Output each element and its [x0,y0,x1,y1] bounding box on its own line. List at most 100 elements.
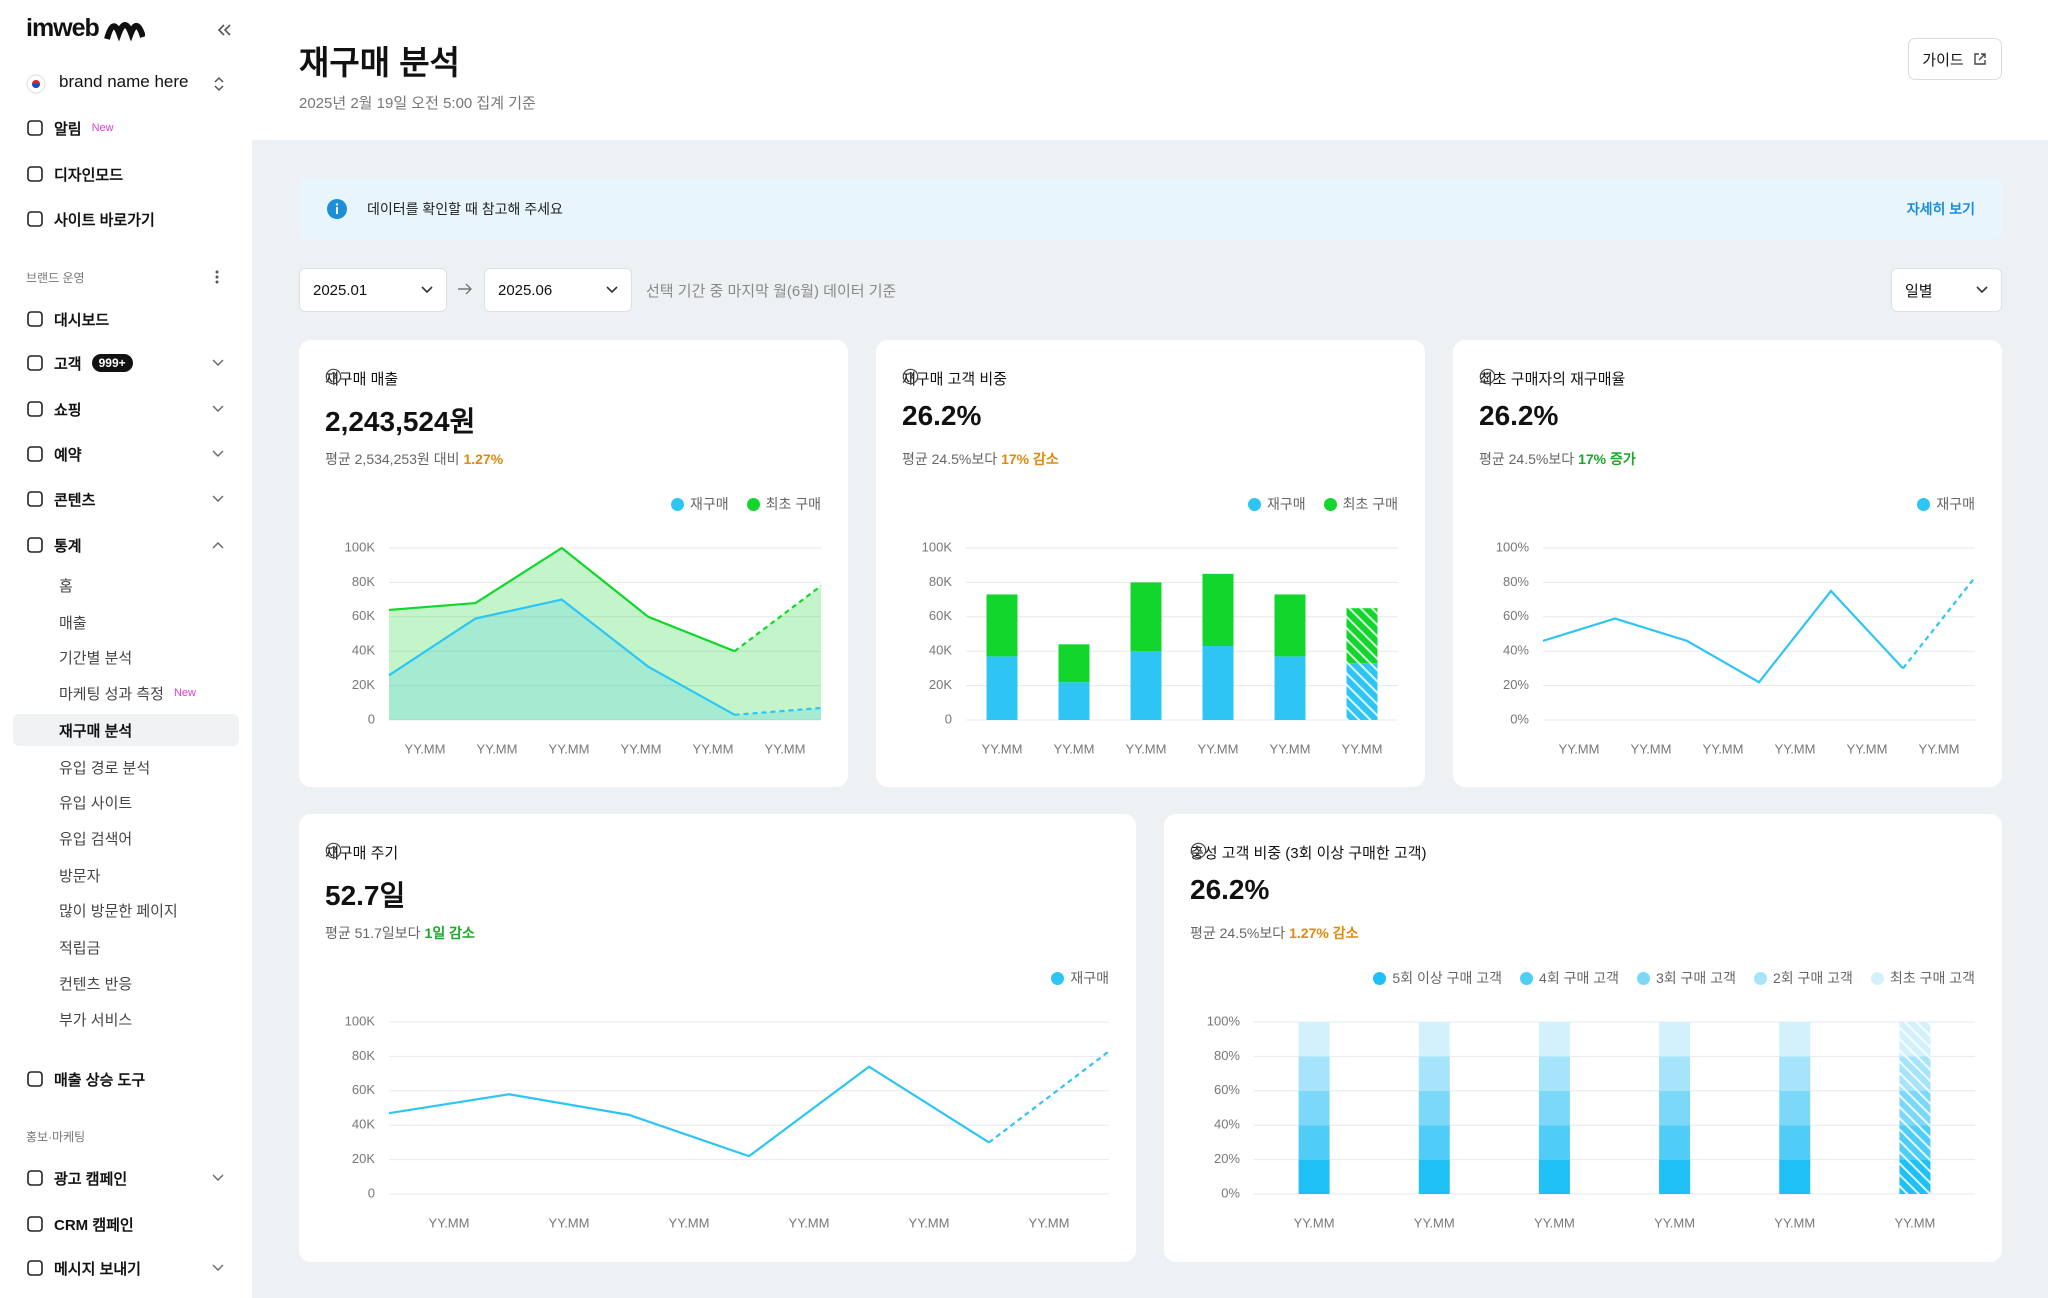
y-tick-label: 80K [929,574,952,589]
nav-item[interactable]: 쇼핑 [26,392,224,426]
icon-shape [27,491,43,507]
help-dot [1197,853,1200,855]
nav-item[interactable]: 매출 상승 도구 [26,1062,145,1096]
line [1542,589,1904,684]
metric-card: 충성 고객 비중 (3회 이상 구매한 고객) 26.2% 평균 24.5%보다 1.… [1164,814,2002,1262]
partial-hatch [1899,1022,1931,1057]
nav-label: 알림 [54,120,82,138]
nav-item[interactable]: 메시지 보내기 [26,1251,224,1285]
nav-item[interactable]: 유입 경로 분석 [59,750,150,784]
badge-new: New [91,122,114,134]
partial-hatch [1899,1090,1931,1126]
icon-shape [27,1170,43,1186]
x-tick-label: YY.MM [1847,741,1888,756]
chart: 0% 20% 40% 60% 80% 100% YY.MM YY.MM YY.MM YY.MM YY… [1496,539,1976,756]
nav-item[interactable]: 유입 사이트 [59,785,132,819]
nav-item[interactable]: 광고 캠페인 [26,1161,224,1195]
nav-item[interactable]: 적립금 [59,930,100,964]
page-subtitle: 2025년 2월 19일 오전 5:00 집계 기준 [299,95,536,112]
nav-item[interactable]: 매출 [59,605,87,639]
bar-segment [1418,1125,1450,1160]
card-compare: 평균 24.5%보다 17% 증가 [1479,449,1636,469]
chevron [212,450,224,457]
help-icon [325,368,342,385]
nav-item[interactable]: 재구매 분석 [59,713,132,747]
x-tick-label: YY.MM [1294,1215,1335,1230]
nav-item[interactable]: 마케팅 성과 측정 New [59,676,196,710]
notice-link[interactable]: 자세히 보기 [1906,201,1975,217]
help-dot [332,853,335,855]
period-dropdown[interactable]: 일별 [1891,268,2002,312]
collapse-icon[interactable] [216,22,232,38]
nav-item[interactable]: 컨텐츠 반응 [59,966,132,1000]
x-tick-label: YY.MM [1919,741,1960,756]
line [388,1065,990,1158]
compare-highlight: 1.27% 감소 [1289,925,1359,941]
nav-item[interactable]: 부가 서비스 [59,1002,132,1036]
compare-text: 평균 51.7일보다 [325,925,421,941]
y-tick-label: 60K [352,608,375,623]
help-icon [1190,842,1207,859]
help-icon [1479,368,1496,385]
help-circle [325,842,342,859]
nav-item[interactable]: 방문자 [59,858,100,892]
x-tick-label: YY.MM [1270,741,1311,756]
legend: 재구매 최초 구매 [1247,494,1398,514]
legend-label: 재구매 [1070,970,1109,986]
x-tick-label: YY.MM [549,741,590,756]
nav-item[interactable]: 사이트 바로가기 [26,202,155,236]
nav-label: 재구매 분석 [59,722,133,740]
nav-label: CRM 캠페인 [54,1216,134,1234]
chevron-path [212,1174,224,1181]
nav-label: 유입 검색어 [59,830,133,848]
y-tick-label: 0 [368,1185,375,1200]
legend-label: 5회 이상 구매 고객 [1392,970,1503,986]
legend: 재구매 [1917,494,1975,514]
nav-item[interactable]: 디자인모드 [26,157,123,191]
bar-segment [1298,1090,1330,1126]
nav-item[interactable]: 유입 검색어 [59,821,132,855]
bar-segment [1058,682,1090,720]
brand-toggle[interactable] [212,75,226,93]
legend-label: 재구매 [1936,496,1975,512]
chevron-path [212,450,224,457]
legend-item: 최초 구매 고객 [1870,968,1975,988]
start-dropdown[interactable]: 2025.01 [299,268,447,312]
bar-segment [1659,1022,1691,1057]
x-tick-label: YY.MM [1342,741,1383,756]
nav-item[interactable]: 고객 999+ [26,346,224,380]
nav-item[interactable]: 통계 [26,528,224,562]
nav-item[interactable]: 대시보드 [26,302,109,336]
logo[interactable]: imweb [26,14,100,42]
bar-segment [1202,573,1234,647]
y-tick-label: 20% [1214,1151,1240,1166]
help-mark [907,372,914,378]
flag-icon [26,74,46,94]
nav-label: 고객 [54,355,82,373]
chevron [212,1174,224,1181]
bar-segment [986,656,1018,720]
help-mark [1484,372,1491,378]
nav-item[interactable]: 기간별 분석 [59,640,132,674]
page-title: 재구매 분석 [299,44,460,81]
bar-segment [1538,1125,1570,1160]
nav-item[interactable]: 많이 방문한 페이지 [59,893,178,927]
bar-segment [1130,651,1162,720]
line [388,598,736,716]
legend-dot [1637,972,1650,985]
brand-name[interactable]: brand name here [59,72,189,91]
x-tick-label: YY.MM [669,1215,710,1230]
nav-item[interactable]: 예약 [26,437,224,471]
y-tick-label: 100% [1496,539,1530,554]
nav-label: 유입 사이트 [59,794,133,812]
nav-item[interactable]: 알림 New [26,111,114,145]
nav-item[interactable]: 홈 [59,568,73,602]
guide-button[interactable]: 가이드 [1908,38,2002,80]
help-icon [325,842,342,859]
y-tick-label: 100K [345,1013,376,1028]
legend-label: 재구매 [1266,496,1306,512]
nav-label: 매출 상승 도구 [54,1071,146,1089]
end-dropdown[interactable]: 2025.06 [484,268,632,312]
nav-item[interactable]: CRM 캠페인 [26,1207,134,1241]
nav-item[interactable]: 콘텐츠 [26,482,224,516]
